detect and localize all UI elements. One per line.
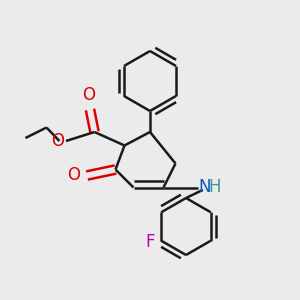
Text: O: O (52, 132, 64, 150)
Text: H: H (208, 178, 221, 196)
Text: N: N (198, 178, 211, 196)
Text: O: O (68, 167, 80, 184)
Text: O: O (82, 86, 95, 104)
Text: F: F (146, 233, 155, 251)
